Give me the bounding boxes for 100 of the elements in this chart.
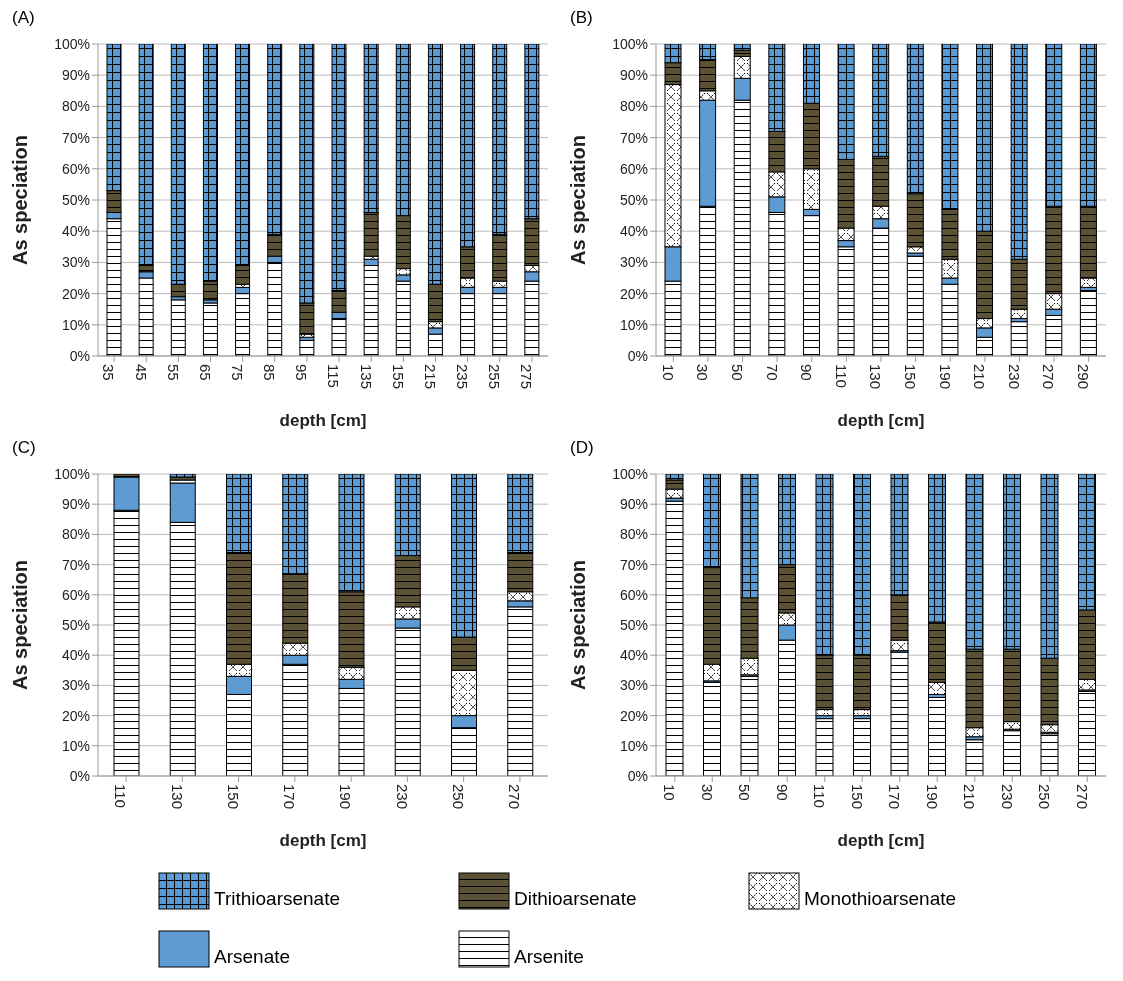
y-tick-label: 20% bbox=[61, 285, 90, 302]
x-tick-label: 270 bbox=[506, 784, 524, 810]
x-tick-label: 110 bbox=[811, 784, 829, 808]
x-axis-title: depth [cm] bbox=[837, 831, 925, 850]
legend-label: Monothioarsenate bbox=[804, 888, 957, 910]
legend-label: Arsenate bbox=[214, 946, 291, 968]
x-tick-label: 70 bbox=[763, 364, 781, 381]
x-tick-label: 85 bbox=[261, 364, 279, 381]
x-tick-label: 115 bbox=[325, 364, 343, 388]
x-tick-label: 270 bbox=[1040, 364, 1058, 390]
y-tick-label: 0% bbox=[627, 347, 648, 364]
legend-label: Trithioarsenate bbox=[214, 888, 341, 910]
x-tick-label: 215 bbox=[421, 364, 439, 390]
x-tick-label: 190 bbox=[923, 784, 941, 810]
y-tick-label: 20% bbox=[61, 707, 90, 724]
y-tick-label: 70% bbox=[619, 129, 648, 146]
x-tick-label: 50 bbox=[736, 784, 754, 801]
y-tick-label: 50% bbox=[61, 191, 90, 208]
y-tick-label: 50% bbox=[619, 191, 648, 208]
y-tick-label: 30% bbox=[619, 677, 648, 694]
y-tick-label: 70% bbox=[61, 129, 90, 146]
y-tick-label: 30% bbox=[61, 677, 90, 694]
x-tick-label: 230 bbox=[393, 784, 411, 810]
y-axis-title: As speciation bbox=[9, 134, 32, 266]
x-tick-label: 170 bbox=[886, 784, 904, 810]
x-tick-label: 190 bbox=[337, 784, 355, 810]
chart-title: (C) bbox=[11, 438, 37, 459]
x-tick-label: 275 bbox=[518, 364, 536, 390]
x-tick-label: 110 bbox=[112, 784, 130, 808]
x-tick-label: 95 bbox=[293, 364, 311, 381]
y-tick-label: 10% bbox=[619, 737, 648, 754]
x-tick-label: 10 bbox=[659, 364, 677, 381]
y-tick-label: 0% bbox=[69, 767, 90, 784]
x-tick-label: 10 bbox=[661, 784, 679, 801]
x-tick-label: 210 bbox=[961, 784, 979, 810]
legend-label: Dithioarsenate bbox=[514, 888, 637, 910]
x-tick-label: 65 bbox=[196, 364, 214, 381]
x-tick-label: 45 bbox=[132, 364, 150, 381]
x-tick-label: 130 bbox=[867, 364, 885, 390]
y-axis-title: As speciation bbox=[567, 134, 590, 266]
y-tick-label: 60% bbox=[61, 160, 90, 177]
x-tick-label: 150 bbox=[848, 784, 866, 810]
x-tick-label: 90 bbox=[798, 364, 816, 381]
x-tick-label: 55 bbox=[164, 364, 182, 381]
x-tick-label: 190 bbox=[936, 364, 954, 390]
y-tick-label: 90% bbox=[61, 67, 90, 84]
y-tick-label: 0% bbox=[69, 347, 90, 364]
x-tick-label: 150 bbox=[224, 784, 242, 810]
y-tick-label: 10% bbox=[61, 316, 90, 333]
x-tick-label: 75 bbox=[228, 364, 246, 381]
x-tick-label: 235 bbox=[453, 364, 471, 390]
y-tick-label: 40% bbox=[61, 223, 90, 240]
x-tick-label: 30 bbox=[694, 364, 712, 381]
y-tick-label: 30% bbox=[619, 254, 648, 271]
y-tick-label: 90% bbox=[619, 496, 648, 513]
y-tick-label: 30% bbox=[61, 254, 90, 271]
y-axis-title: As speciation bbox=[9, 559, 32, 691]
x-axis-title: depth [cm] bbox=[837, 411, 925, 430]
x-tick-label: 130 bbox=[168, 784, 186, 810]
y-tick-label: 60% bbox=[619, 160, 648, 177]
chart-title: (A) bbox=[11, 8, 36, 29]
y-tick-label: 40% bbox=[619, 647, 648, 664]
y-tick-label: 100% bbox=[54, 465, 90, 482]
y-tick-label: 10% bbox=[61, 737, 90, 754]
x-tick-label: 30 bbox=[698, 784, 716, 801]
y-tick-label: 90% bbox=[619, 67, 648, 84]
y-tick-label: 50% bbox=[61, 616, 90, 633]
chart-title: (B) bbox=[569, 8, 594, 29]
x-axis-title: depth [cm] bbox=[279, 411, 367, 430]
x-tick-label: 290 bbox=[1075, 364, 1093, 390]
y-tick-label: 100% bbox=[612, 465, 648, 482]
y-tick-label: 80% bbox=[619, 98, 648, 115]
y-tick-label: 0% bbox=[627, 767, 648, 784]
x-tick-label: 230 bbox=[1005, 364, 1023, 390]
x-tick-label: 250 bbox=[449, 784, 467, 810]
y-tick-label: 80% bbox=[619, 526, 648, 543]
y-tick-label: 40% bbox=[619, 223, 648, 240]
x-axis-title: depth [cm] bbox=[279, 831, 367, 850]
x-tick-label: 170 bbox=[281, 784, 299, 810]
x-tick-label: 90 bbox=[773, 784, 791, 801]
x-tick-label: 255 bbox=[486, 364, 504, 390]
y-tick-label: 80% bbox=[61, 98, 90, 115]
y-tick-label: 10% bbox=[619, 316, 648, 333]
legend-label: Arsenite bbox=[514, 946, 584, 968]
x-tick-label: 155 bbox=[389, 364, 407, 390]
y-axis-title: As speciation bbox=[567, 559, 590, 691]
y-tick-label: 60% bbox=[619, 586, 648, 603]
x-tick-label: 230 bbox=[998, 784, 1016, 810]
x-tick-label: 270 bbox=[1073, 784, 1091, 810]
x-tick-label: 210 bbox=[971, 364, 989, 390]
y-tick-label: 80% bbox=[61, 526, 90, 543]
x-tick-label: 250 bbox=[1036, 784, 1054, 810]
y-tick-label: 100% bbox=[54, 35, 90, 52]
y-tick-label: 40% bbox=[61, 647, 90, 664]
x-tick-label: 35 bbox=[100, 364, 118, 381]
x-tick-label: 150 bbox=[901, 364, 919, 390]
x-tick-label: 110 bbox=[832, 364, 850, 388]
chart-title: (D) bbox=[569, 438, 595, 459]
x-tick-label: 50 bbox=[728, 364, 746, 381]
y-tick-label: 20% bbox=[619, 707, 648, 724]
